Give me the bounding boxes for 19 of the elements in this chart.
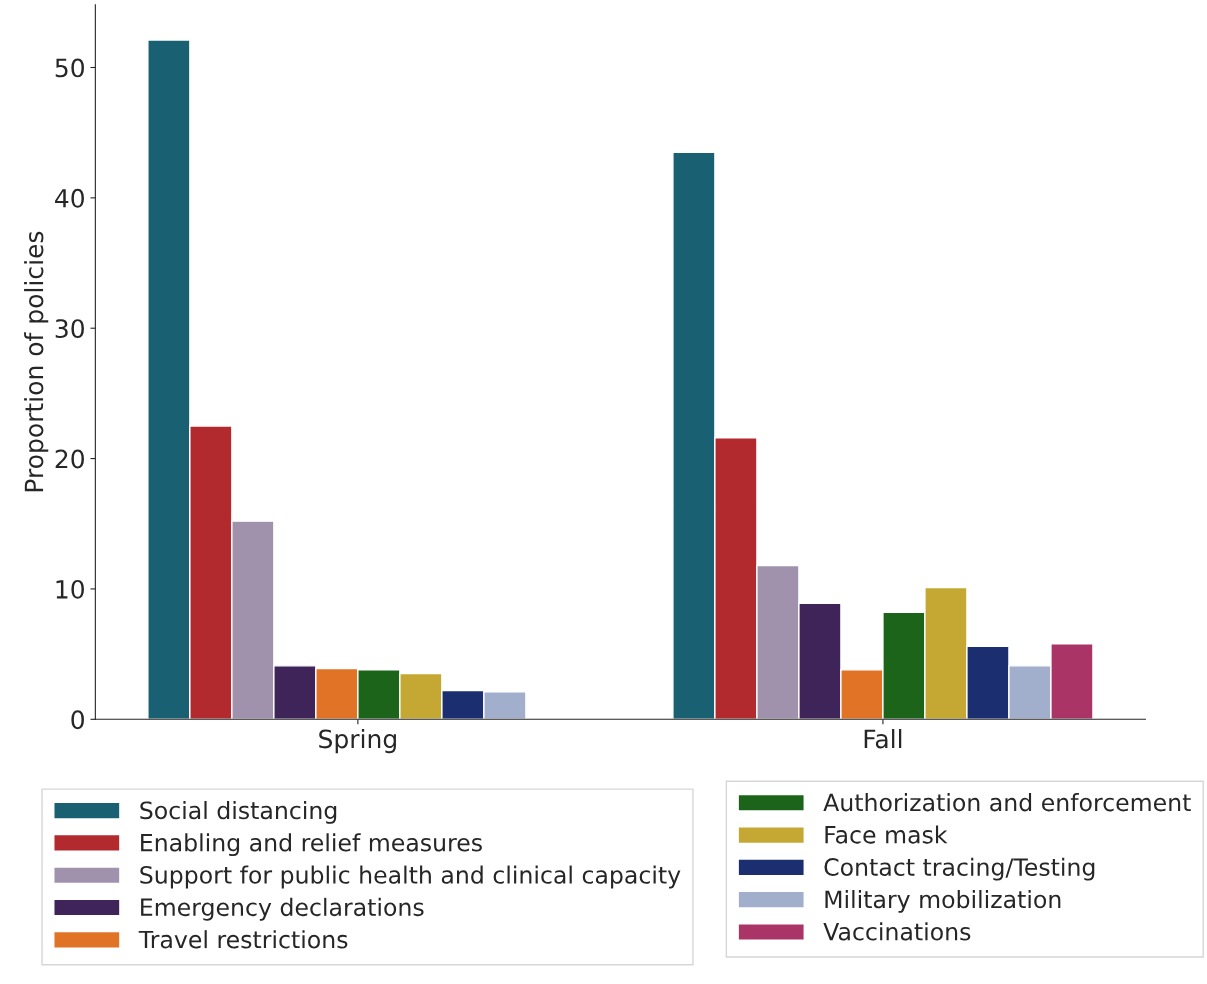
y-tick-label: 20 xyxy=(55,449,84,469)
legend-label: Vaccinations xyxy=(823,922,971,941)
legend-label: Contact tracing/Testing xyxy=(824,857,1095,881)
legend-label: Authorization and enforcement xyxy=(823,793,1191,812)
y-tick-label: 40 xyxy=(55,188,84,208)
legend-label: Military mobilization xyxy=(825,889,1061,913)
legend-label: Emergency declarations xyxy=(141,897,424,921)
y-tick-label: 0 xyxy=(71,710,84,730)
y-tick-label: 30 xyxy=(55,319,84,339)
legend-label: Enabling and relief measures xyxy=(141,833,482,857)
legend-label: Travel restrictions xyxy=(138,930,348,949)
x-tick-label: Spring xyxy=(319,729,396,754)
legend-label: Support for public health and clinical capacity xyxy=(140,865,681,889)
y-tick-label: 10 xyxy=(56,579,84,599)
x-tick-label: Fall xyxy=(864,729,902,749)
legend-label: Social distancing xyxy=(140,800,337,824)
legend-label: Face mask xyxy=(825,825,948,844)
y-tick-label: 50 xyxy=(55,58,84,78)
y-axis-title: Proportion of policies xyxy=(24,231,49,492)
